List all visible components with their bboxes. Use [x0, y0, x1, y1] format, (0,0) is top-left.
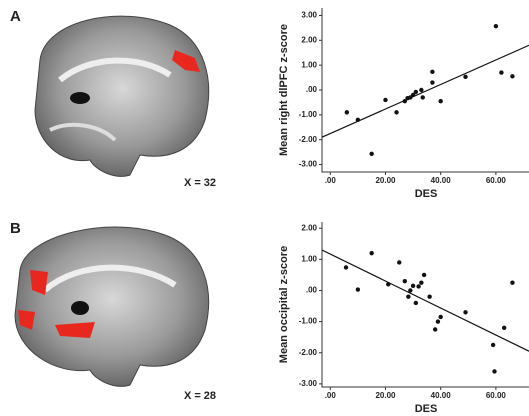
y-tick-label: -2.00: [299, 348, 318, 357]
point: [430, 80, 434, 84]
brain-a: [35, 16, 209, 176]
point: [492, 369, 496, 373]
point: [356, 118, 360, 122]
y-tick-label: -3.00: [299, 160, 318, 169]
y-tick-label: -1.00: [299, 317, 318, 326]
slice-label: X = 28: [184, 390, 216, 402]
point: [494, 24, 498, 28]
y-tick-label: -2.00: [299, 135, 318, 144]
point: [510, 74, 514, 78]
y-axis-label: Mean right dlPFC z-score: [278, 24, 290, 156]
brain-b: [15, 227, 209, 386]
x-tick-label: .00: [325, 391, 337, 400]
x-tick-label: 60.00: [486, 391, 507, 400]
point: [397, 260, 401, 264]
x-tick-label: 40.00: [431, 176, 452, 185]
y-tick-label: .00: [306, 286, 318, 295]
trend-line: [322, 45, 529, 137]
point: [510, 281, 514, 285]
point: [394, 110, 398, 114]
figure: A B X = 32 X = 28 3.00 2.00 1.00 .00 -1.00 -2…: [0, 0, 529, 416]
y-tick-label: -1.00: [299, 110, 318, 119]
y-tick-label: 1.00: [301, 254, 317, 263]
y-tick-label: 1.00: [301, 60, 317, 69]
point: [502, 326, 506, 330]
point: [463, 310, 467, 314]
point: [386, 282, 390, 286]
trend-line: [322, 250, 529, 351]
point: [463, 75, 467, 79]
point: [356, 287, 360, 291]
point: [406, 295, 410, 299]
point: [430, 70, 434, 74]
axis-frame: [322, 222, 529, 387]
axis-frame: [322, 8, 529, 172]
x-tick-label: 20.00: [375, 176, 396, 185]
point: [383, 98, 387, 102]
point: [369, 152, 373, 156]
point: [403, 279, 407, 283]
point: [411, 284, 415, 288]
x-tick-label: 20.00: [375, 391, 396, 400]
point: [416, 284, 420, 288]
point: [427, 295, 431, 299]
point: [345, 110, 349, 114]
x-axis-label: DES: [415, 188, 438, 200]
point: [438, 315, 442, 319]
point: [433, 327, 437, 331]
point: [436, 319, 440, 323]
point: [369, 251, 373, 255]
point: [419, 88, 423, 92]
x-tick-label: 60.00: [486, 176, 507, 185]
y-tick-label: 2.00: [301, 223, 317, 232]
x-tick-label: .00: [325, 176, 337, 185]
x-tick-label: 40.00: [431, 391, 452, 400]
point: [422, 273, 426, 277]
panel-label: A: [10, 8, 21, 25]
point: [414, 301, 418, 305]
point: [499, 70, 503, 74]
y-tick-label: -3.00: [299, 379, 318, 388]
point: [414, 90, 418, 94]
point: [408, 288, 412, 292]
point: [419, 281, 423, 285]
y-tick-label: .00: [306, 85, 318, 94]
point: [438, 99, 442, 103]
panel-label: B: [10, 220, 21, 237]
y-tick-label: 3.00: [301, 11, 317, 20]
y-tick-label: 2.00: [301, 35, 317, 44]
page: A B X = 32 X = 28 3.00 2.00 1.00 .00 -1.00 -2…: [0, 0, 529, 416]
point: [344, 265, 348, 269]
y-axis-label: Mean occipital z-score: [278, 246, 290, 363]
x-axis-label: DES: [415, 403, 438, 415]
point: [421, 95, 425, 99]
point: [491, 343, 495, 347]
slice-label: X = 32: [184, 177, 216, 189]
